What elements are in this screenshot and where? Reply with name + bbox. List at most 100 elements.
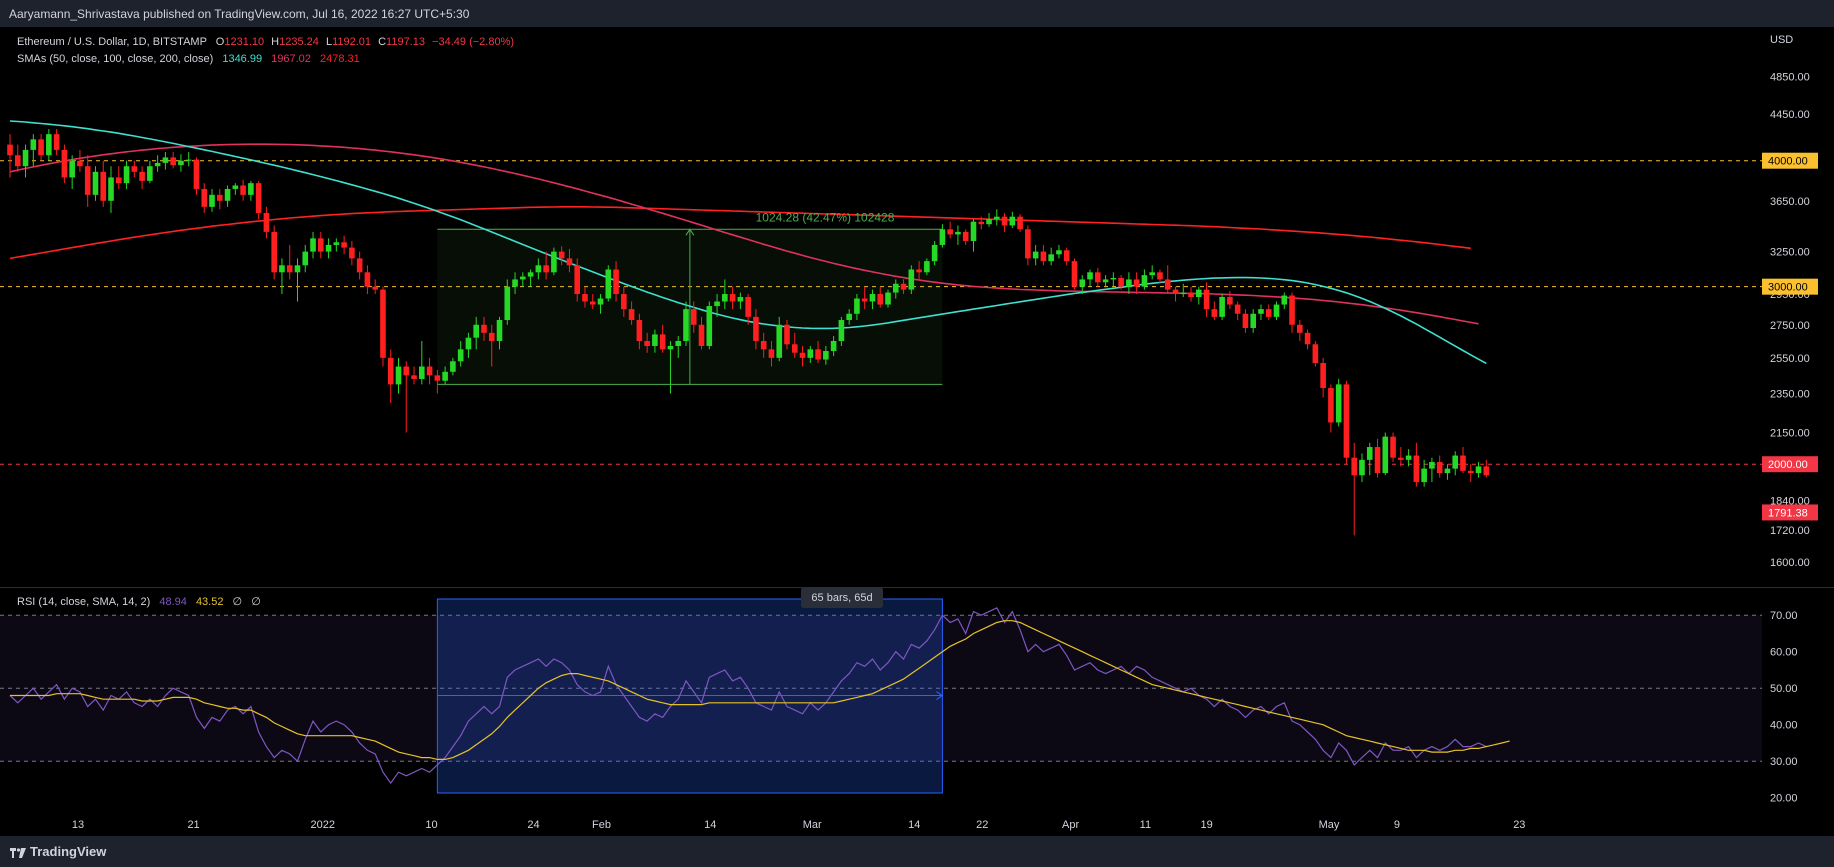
candle[interactable] [659,324,666,353]
candle[interactable] [162,152,169,170]
candle[interactable] [908,265,915,295]
candle[interactable] [139,166,145,189]
candles[interactable] [7,129,1490,536]
candle[interactable] [597,294,604,314]
candle[interactable] [683,301,689,346]
candle[interactable] [1095,268,1101,287]
candle[interactable] [628,301,635,325]
candle[interactable] [61,144,68,184]
candle[interactable] [1040,244,1047,266]
candle[interactable] [30,134,37,167]
candle[interactable] [271,225,277,280]
candle[interactable] [84,155,91,207]
candle[interactable] [1164,265,1171,295]
candle[interactable] [1328,384,1334,433]
candle[interactable] [1374,438,1381,478]
candle[interactable] [970,219,977,252]
candle[interactable] [1087,269,1093,287]
candle[interactable] [830,336,837,357]
candle[interactable] [123,160,130,189]
candle[interactable] [1390,432,1396,463]
candle[interactable] [450,357,456,376]
candle[interactable] [201,183,208,213]
candle[interactable] [652,329,658,353]
candle[interactable] [722,279,728,310]
candle[interactable] [154,155,161,172]
candle[interactable] [115,166,122,189]
candle[interactable] [667,340,674,394]
candle[interactable] [255,180,262,220]
candle[interactable] [1001,212,1008,232]
candle[interactable] [846,309,852,325]
candle[interactable] [947,221,953,239]
candle[interactable] [1071,258,1078,290]
candle[interactable] [1102,275,1109,287]
tradingview-brand[interactable]: TradingView [10,844,106,859]
candle[interactable] [232,183,239,195]
candle[interactable] [1188,286,1194,302]
candle[interactable] [263,206,270,239]
candle[interactable] [108,166,114,213]
candle[interactable] [955,225,961,245]
candle[interactable] [621,286,627,317]
candle[interactable] [535,258,542,280]
candle[interactable] [768,340,775,367]
candle[interactable] [1304,329,1311,350]
candle[interactable] [1149,265,1155,280]
candle[interactable] [372,279,378,295]
candle[interactable] [387,349,394,404]
candle[interactable] [349,240,355,266]
candle[interactable] [193,157,200,195]
candle[interactable] [939,224,946,248]
candle[interactable] [1429,457,1435,483]
candle[interactable] [411,366,417,385]
candle[interactable] [869,289,876,310]
candle[interactable] [1203,282,1210,317]
candle[interactable] [1242,309,1249,333]
candle[interactable] [1366,442,1373,476]
candle[interactable] [714,294,720,317]
candle[interactable] [916,261,922,280]
candle[interactable] [1335,378,1342,427]
candle[interactable] [178,154,184,172]
candle[interactable] [240,179,246,201]
candle[interactable] [760,332,767,358]
candle[interactable] [605,265,612,302]
candle[interactable] [589,294,596,310]
candle[interactable] [364,265,371,295]
candle[interactable] [1483,459,1490,478]
candle[interactable] [1452,451,1459,476]
candle[interactable] [403,361,410,433]
candle[interactable] [7,134,13,178]
chart-canvas[interactable]: 4850.004450.003650.003250.002950.002750.… [0,27,1834,836]
candle[interactable] [216,188,223,210]
candle[interactable] [419,340,425,385]
candle[interactable] [488,324,495,367]
candle[interactable] [1289,292,1295,333]
candle[interactable] [1118,275,1124,290]
candle[interactable] [294,258,301,302]
candle[interactable] [77,149,83,172]
candle[interactable] [962,229,969,245]
candle[interactable] [481,316,487,341]
candle[interactable] [877,286,884,308]
candle[interactable] [1398,447,1404,467]
candle[interactable] [426,357,433,385]
candle[interactable] [496,316,503,350]
candle[interactable] [924,258,930,276]
candle[interactable] [1133,272,1140,295]
candle[interactable] [644,332,650,353]
candle[interactable] [551,247,557,276]
candle[interactable] [302,244,309,273]
candle[interactable] [1017,214,1023,232]
candle[interactable] [885,289,891,308]
candle[interactable] [1281,292,1288,310]
candle[interactable] [1079,275,1086,295]
candle[interactable] [248,180,254,201]
candle[interactable] [582,286,588,308]
candle[interactable] [473,316,479,350]
candle[interactable] [457,340,464,367]
candle[interactable] [776,316,783,362]
candle[interactable] [333,238,340,252]
candle[interactable] [807,345,814,364]
